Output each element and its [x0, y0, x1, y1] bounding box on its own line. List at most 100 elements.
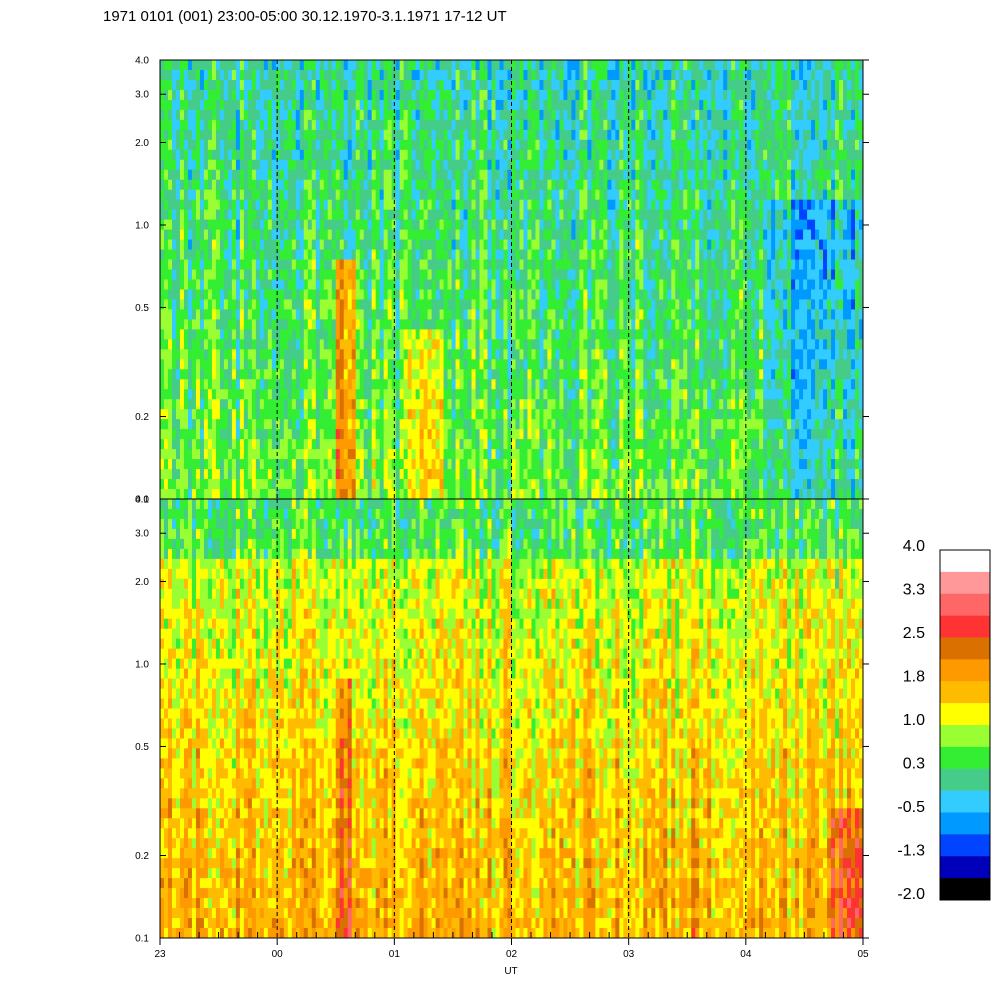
heat-cell [167, 299, 173, 310]
heat-cell [327, 379, 333, 390]
heat-cell [335, 359, 341, 370]
heat-cell [195, 99, 201, 111]
heat-cell [527, 319, 532, 330]
heat-cell [175, 139, 181, 151]
heat-cell [207, 419, 213, 430]
heat-cell [527, 239, 532, 250]
heat-cell [403, 449, 409, 460]
heat-cell [499, 459, 504, 470]
heat-cell [223, 439, 229, 450]
heat-cell [339, 319, 345, 330]
heat-cell [307, 259, 313, 270]
heat-cell [511, 69, 516, 81]
heat-cell [335, 169, 341, 181]
heat-cell [451, 279, 456, 290]
heat-cell [431, 469, 436, 480]
heat-cell [539, 119, 544, 131]
heat-cell [171, 139, 177, 151]
heat-cell [279, 109, 285, 121]
heat-cell [355, 149, 361, 161]
heat-cell [211, 139, 217, 151]
heat-cell [207, 469, 213, 480]
heat-cell [219, 239, 225, 250]
heat-cell [207, 289, 213, 300]
heat-cell [351, 459, 357, 470]
heat-cell [551, 439, 556, 450]
heat-cell [335, 269, 341, 280]
heat-cell [335, 119, 341, 131]
heat-cell [163, 489, 169, 500]
heat-cell [227, 179, 233, 191]
heat-cell [479, 259, 484, 270]
heat-cell [203, 379, 209, 390]
heat-cell [551, 259, 556, 270]
heat-cell [299, 319, 305, 330]
heat-cell [339, 429, 345, 440]
heat-cell [519, 289, 524, 300]
heat-cell [591, 259, 596, 270]
heat-cell [503, 329, 508, 340]
heat-cell [591, 79, 596, 91]
heat-cell [459, 199, 464, 211]
heat-cell [307, 79, 313, 91]
heat-cell [507, 379, 512, 390]
heat-cell [403, 439, 409, 450]
heat-cell [263, 299, 269, 310]
heat-cell [507, 239, 512, 250]
heat-cell [559, 109, 564, 121]
heat-cell [567, 179, 572, 191]
heat-cell [195, 309, 201, 320]
heat-cell [507, 179, 512, 191]
heat-cell [403, 189, 409, 201]
heat-cell [255, 469, 261, 480]
heat-cell [331, 119, 337, 131]
heat-cell [379, 349, 385, 360]
heat-cell [207, 389, 213, 400]
heat-cell [491, 359, 496, 370]
heat-cell [603, 369, 608, 380]
heat-cell [183, 299, 189, 310]
heat-cell [215, 299, 221, 310]
heat-cell [283, 169, 289, 181]
heat-cell [311, 179, 317, 191]
heat-cell [307, 439, 313, 450]
heat-cell [531, 339, 536, 350]
heat-cell [211, 169, 217, 181]
heat-cell [279, 129, 285, 141]
heat-cell [531, 79, 536, 91]
heat-cell [267, 439, 273, 450]
heat-cell [407, 179, 413, 191]
heat-cell [523, 229, 528, 240]
heat-cell [207, 209, 213, 221]
heat-cell [487, 169, 492, 181]
heat-cell [467, 439, 472, 450]
heat-cell [207, 409, 213, 420]
heat-cell [319, 69, 325, 81]
heat-cell [443, 299, 448, 310]
heat-cell [403, 60, 409, 71]
heat-cell [279, 389, 285, 400]
heat-cell [551, 459, 556, 470]
heat-cell [587, 119, 592, 131]
heat-cell [495, 309, 500, 320]
heat-cell [315, 199, 321, 211]
heat-cell [463, 479, 468, 490]
heat-cell [455, 419, 460, 430]
heat-cell [603, 389, 608, 400]
heat-cell [379, 299, 385, 310]
heat-cell [535, 449, 540, 460]
heat-cell [411, 199, 417, 211]
heat-cell [555, 289, 560, 300]
heat-cell [455, 239, 460, 250]
heat-cell [327, 189, 333, 201]
heat-cell [255, 389, 261, 400]
heat-cell [431, 60, 436, 71]
heat-cell [219, 60, 225, 71]
heat-cell [267, 109, 273, 121]
heat-cell [283, 269, 289, 280]
heat-cell [303, 99, 309, 111]
heat-cell [295, 139, 301, 151]
heat-cell [567, 79, 572, 91]
heat-cell [171, 79, 177, 91]
heat-cell [395, 309, 401, 320]
